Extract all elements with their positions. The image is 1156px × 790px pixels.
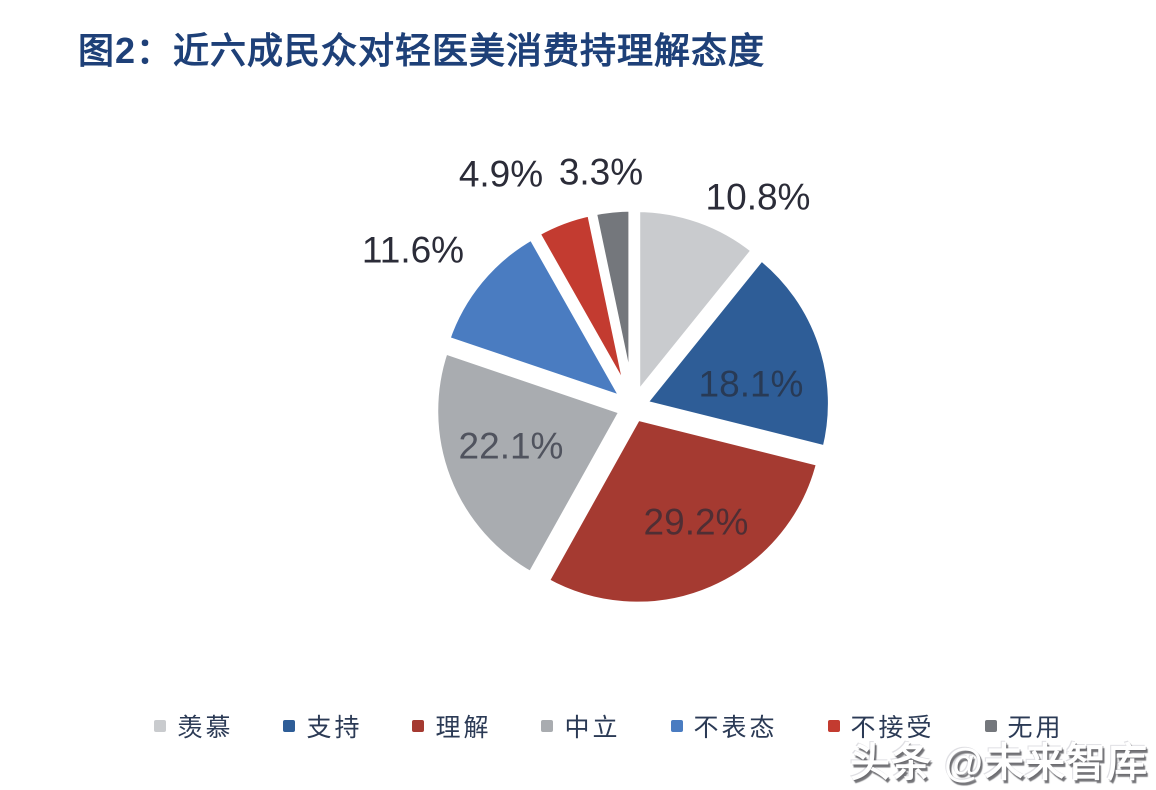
legend-label: 理解 xyxy=(435,714,492,742)
legend-swatch-icon xyxy=(670,720,683,732)
legend-item-5: 不表态 xyxy=(670,708,778,744)
legend-item-3: 理解 xyxy=(412,708,491,744)
watermark: 头条 @未来智库 xyxy=(849,741,1148,785)
pie-value-label-2: 18.1% xyxy=(698,363,804,405)
legend-swatch-icon xyxy=(154,720,167,732)
pie-slice-3 xyxy=(542,413,824,609)
legend-label: 羡慕 xyxy=(177,714,234,742)
legend-item-4: 中立 xyxy=(541,708,620,744)
pie-value-label-3: 29.2% xyxy=(643,501,749,543)
legend-item-2: 支持 xyxy=(283,708,362,744)
legend-item-1: 羡慕 xyxy=(154,708,233,744)
legend-label: 不表态 xyxy=(693,714,778,742)
pie-slice-2 xyxy=(639,253,835,453)
pie-value-label-6: 4.9% xyxy=(458,153,544,195)
legend-swatch-icon xyxy=(283,720,296,732)
pie-value-label-5: 11.6% xyxy=(361,229,465,271)
pie-slice-5 xyxy=(443,232,628,404)
legend-swatch-icon xyxy=(412,720,425,732)
page-title: 图2：近六成民众对轻医美消费持理解态度 xyxy=(78,30,766,71)
legend-item-6: 不接受 xyxy=(827,708,935,744)
legend-swatch-icon xyxy=(984,720,997,732)
legend-swatch-icon xyxy=(541,720,554,732)
legend-label: 无用 xyxy=(1007,714,1064,742)
pie-slice-1 xyxy=(633,205,759,401)
legend-swatch-icon xyxy=(827,720,840,732)
pie-slice-4 xyxy=(431,347,627,579)
legend-label: 支持 xyxy=(306,714,363,742)
pie-slice-7 xyxy=(589,204,636,400)
legend-label: 不接受 xyxy=(850,714,935,742)
pie-value-label-7: 3.3% xyxy=(558,151,644,193)
pie-value-label-4: 22.1% xyxy=(458,425,564,467)
pie-value-label-1: 10.8% xyxy=(705,176,811,218)
chart-legend: 羡慕 支持 理解 中立 不表态 不接受 无用 xyxy=(31,708,1156,744)
legend-item-7: 无用 xyxy=(984,708,1064,744)
legend-label: 中立 xyxy=(564,714,621,742)
